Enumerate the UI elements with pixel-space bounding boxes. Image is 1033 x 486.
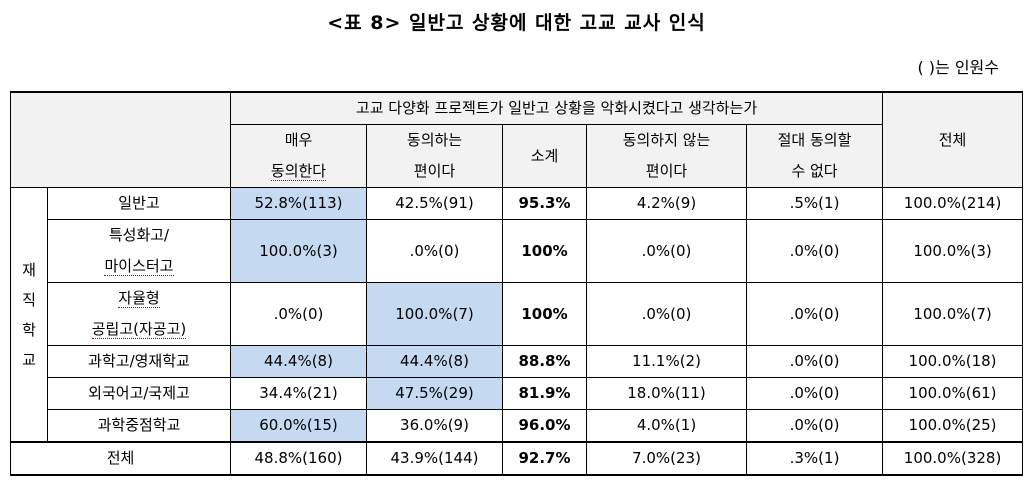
row-label: 외국어고/국제고 (47, 377, 231, 410)
cell-total: 100.0%(3) (882, 219, 1024, 283)
header-text: 절대 동의할 (777, 131, 852, 149)
survey-table: 고교 다양화 프로젝트가 일반고 상황을 악화시켰다고 생각하는가 전체 매우 … (10, 91, 1024, 476)
table-row: 과학중점학교 60.0%(15) 36.0%(9) 96.0% 4.0%(1) … (11, 409, 1024, 443)
cell-disagree: 18.0%(11) (586, 377, 747, 410)
header-total: 전체 (882, 91, 1024, 188)
row-label: 과학고/영재학교 (47, 345, 231, 378)
cell-total: 100.0%(18) (882, 345, 1024, 378)
header-text: 동의한다 (270, 162, 327, 181)
cell-strongly-agree: 60.0%(15) (230, 409, 367, 443)
cell-strongly-disagree: .0%(0) (745, 377, 884, 410)
cell-strongly-agree: 34.4%(21) (230, 377, 367, 410)
row-label-line: 마이스터고 (104, 257, 174, 276)
cell-strongly-disagree: .0%(0) (745, 282, 884, 346)
header-text: 수 없다 (791, 162, 838, 180)
group-label-char: 교 (22, 350, 36, 369)
cell-agree: 42.5%(91) (366, 187, 503, 220)
cell-disagree: 4.2%(9) (586, 187, 747, 220)
cell-total: 100.0%(7) (882, 282, 1024, 346)
header-disagree: 동의하지 않는 편이다 (586, 124, 747, 188)
header-text: 동의하지 않는 (622, 131, 711, 149)
cell-disagree: .0%(0) (586, 282, 747, 346)
header-strongly-disagree: 절대 동의할 수 없다 (745, 124, 884, 188)
cell-strongly-agree: .0%(0) (230, 282, 367, 346)
header-row-1: 고교 다양화 프로젝트가 일반고 상황을 악화시켰다고 생각하는가 전체 (10, 91, 1024, 188)
cell-strongly-agree: 100.0%(3) (230, 219, 367, 283)
cell-total: 100.0%(61) (882, 377, 1024, 410)
table-row: 재 직 학 교 일반고 52.8%(113) 42.5%(91) 95.3% 4… (10, 187, 1024, 443)
unit-note: ( )는 인원수 (917, 58, 999, 77)
cell-strongly-disagree: .0%(0) (745, 219, 884, 283)
header-text: 편이다 (413, 162, 456, 180)
cell-subtotal: 81.9% (502, 377, 587, 410)
header-corner (10, 91, 231, 188)
cell-disagree: 7.0%(23) (586, 441, 747, 476)
row-label: 과학중점학교 (47, 409, 231, 443)
cell-subtotal: 88.8% (502, 345, 587, 378)
cell-strongly-disagree: .0%(0) (745, 345, 884, 378)
group-label-char: 직 (22, 290, 36, 309)
cell-total: 100.0%(25) (882, 409, 1024, 443)
cell-agree: 43.9%(144) (366, 441, 503, 476)
row-label-line: 특성화고/ (108, 226, 170, 244)
cell-strongly-agree: 48.8%(160) (230, 441, 367, 476)
row-label: 전체 (10, 441, 231, 476)
row-label-line: 자율형 (118, 289, 160, 308)
cell-subtotal: 95.3% (502, 187, 587, 220)
cell-strongly-disagree: .0%(0) (745, 409, 884, 443)
row-label: 일반고 (47, 187, 231, 220)
header-text: 동의하는 (406, 131, 463, 149)
cell-disagree: 11.1%(2) (586, 345, 747, 378)
cell-strongly-disagree: .5%(1) (745, 187, 884, 220)
cell-strongly-agree: 44.4%(8) (230, 345, 367, 378)
row-label-line: 공립고(자공고) (91, 320, 187, 339)
table-caption: <표 8> 일반고 상황에 대한 고교 교사 인식 (327, 12, 706, 34)
cell-subtotal: 92.7% (502, 441, 587, 476)
cell-agree: .0%(0) (366, 219, 503, 283)
cell-subtotal: 100% (502, 282, 587, 346)
cell-total: 100.0%(214) (882, 187, 1024, 220)
total-row: 전체 48.8%(160) 43.9%(144) 92.7% 7.0%(23) … (10, 441, 1024, 476)
cell-agree: 36.0%(9) (366, 409, 503, 443)
row-label: 특성화고/ 마이스터고 (47, 219, 231, 283)
cell-subtotal: 96.0% (502, 409, 587, 443)
header-text: 매우 (284, 131, 313, 149)
group-label-cell: 재 직 학 교 (10, 187, 48, 443)
table-row: 외국어고/국제고 34.4%(21) 47.5%(29) 81.9% 18.0%… (11, 377, 1024, 410)
cell-total: 100.0%(328) (882, 441, 1024, 476)
group-label-char: 재 (22, 260, 36, 279)
cell-agree: 100.0%(7) (366, 282, 503, 346)
cell-strongly-agree: 52.8%(113) (230, 187, 367, 220)
header-row-2: 매우 동의한다 동의하는 편이다 소계 동의하지 않는 편이다 절대 동의할 수… (11, 124, 1023, 188)
cell-subtotal: 100% (502, 219, 587, 283)
header-text: 편이다 (645, 162, 688, 180)
cell-agree: 44.4%(8) (366, 345, 503, 378)
cell-disagree: 4.0%(1) (586, 409, 747, 443)
cell-disagree: .0%(0) (586, 219, 747, 283)
cell-strongly-disagree: .3%(1) (745, 441, 884, 476)
header-agree: 동의하는 편이다 (366, 124, 503, 188)
header-question: 고교 다양화 프로젝트가 일반고 상황을 악화시켰다고 생각하는가 (229, 91, 884, 125)
cell-agree: 47.5%(29) (366, 377, 503, 410)
header-subtotal: 소계 (502, 124, 587, 188)
table-row: 자율형 공립고(자공고) .0%(0) 100.0%(7) 100% .0%(0… (11, 282, 1024, 346)
header-strongly-agree: 매우 동의한다 (230, 124, 367, 188)
group-label-char: 학 (22, 320, 36, 339)
table-row: 특성화고/ 마이스터고 100.0%(3) .0%(0) 100% .0%(0)… (11, 219, 1024, 283)
row-label: 자율형 공립고(자공고) (47, 282, 231, 346)
table-row: 과학고/영재학교 44.4%(8) 44.4%(8) 88.8% 11.1%(2… (11, 345, 1024, 378)
